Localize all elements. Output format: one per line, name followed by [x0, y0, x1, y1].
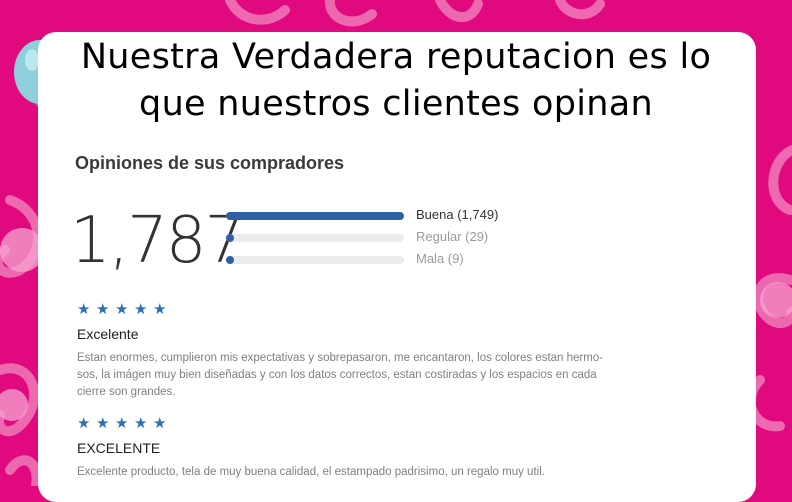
rating-bar-fill [226, 234, 234, 242]
rating-row-buena[interactable]: Buena (1,749) [226, 206, 526, 226]
rating-label-mala: Mala (9) [416, 251, 464, 266]
review-item: ★ ★ ★ ★ ★ EXCELENTE Excelente producto, tela… [77, 416, 657, 481]
star-icon: ★ [96, 301, 110, 318]
review-title: Excelente [77, 326, 139, 342]
rating-bar-track [226, 256, 404, 264]
headline-line-2: que nuestros clientes opinan [139, 84, 653, 124]
review-item: ★ ★ ★ ★ ★ Excelente Estan enormes, cumpliero… [77, 302, 657, 401]
section-title: Opiniones de sus compradores [75, 153, 345, 173]
star-icon: ★ [134, 415, 148, 432]
star-icon: ★ [134, 301, 148, 318]
rating-label-regular: Regular (29) [416, 229, 489, 244]
star-icon: ★ [77, 415, 91, 432]
star-icon: ★ [96, 415, 110, 432]
review-body: Estan enormes, cumplieron mis expectativ… [77, 352, 604, 398]
rating-bar-track [226, 234, 404, 242]
rating-label-buena: Buena (1,749) [416, 207, 499, 222]
review-stars: ★ ★ ★ ★ ★ [77, 416, 657, 432]
rating-bar-fill [226, 256, 234, 264]
rating-bar-track [226, 212, 404, 220]
star-icon: ★ [153, 301, 167, 318]
reviews-card [38, 32, 756, 502]
star-icon: ★ [153, 415, 167, 432]
background-swirls [0, 0, 792, 486]
star-icon: ★ [115, 415, 129, 432]
review-title: EXCELENTE [77, 440, 161, 456]
review-body: Excelente producto, tela de muy buena ca… [77, 466, 545, 478]
star-icon: ★ [115, 301, 129, 318]
review-stars: ★ ★ ★ ★ ★ [77, 302, 657, 318]
rating-bar-fill [226, 212, 404, 220]
total-reviews-count: 1,787 [70, 204, 245, 278]
headline-line-1: Nuestra Verdadera reputacion es lo [80, 37, 712, 77]
rating-row-mala[interactable]: Mala (9) [226, 250, 526, 270]
rating-row-regular[interactable]: Regular (29) [226, 228, 526, 248]
star-icon: ★ [77, 301, 91, 318]
page-headline: Nuestra Verdadera reputacion es lo que n… [0, 34, 792, 128]
